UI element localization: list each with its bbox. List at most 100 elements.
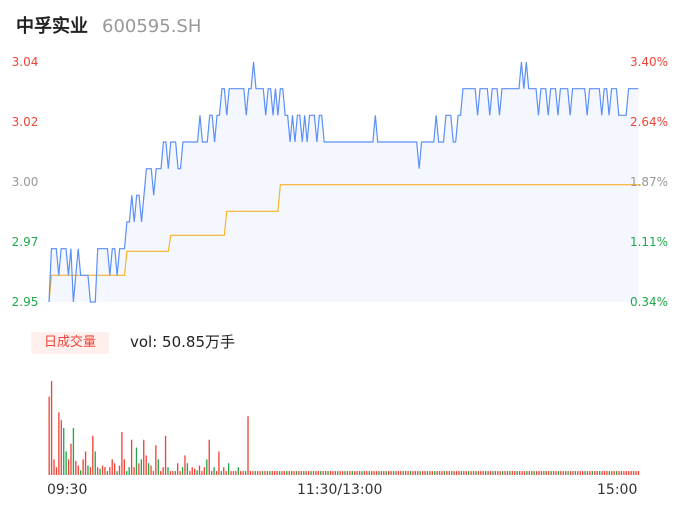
volume-bar	[252, 471, 254, 475]
volume-bar	[477, 471, 480, 475]
stock-code: 600595.SH	[102, 16, 202, 37]
volume-bar	[169, 471, 172, 475]
volume-total-label: vol: 50.85万手	[130, 333, 235, 351]
volume-bar	[60, 420, 62, 475]
volume-bar	[218, 451, 220, 475]
volume-bar	[283, 471, 286, 475]
volume-bar	[288, 471, 290, 475]
volume-bar	[434, 471, 436, 475]
volume-bar	[613, 471, 615, 475]
volume-bar	[174, 471, 176, 475]
volume-bar	[487, 471, 489, 475]
volume-bar	[264, 471, 266, 475]
volume-bar	[385, 471, 387, 475]
chart-title: 中孚实业 600595.SH	[16, 12, 201, 42]
volume-bar	[475, 471, 477, 475]
volume-bar	[223, 467, 225, 475]
volume-bar	[351, 471, 353, 475]
price-tick-label: 2.95	[11, 295, 39, 309]
volume-bar	[443, 471, 446, 475]
volume-bar	[545, 471, 547, 475]
volume-bar	[317, 471, 319, 475]
volume-bar	[164, 435, 167, 475]
volume-bar	[562, 471, 564, 475]
volume-bar	[261, 471, 264, 475]
volume-bar	[615, 471, 618, 475]
volume-bar	[531, 471, 533, 475]
volume-bar	[535, 471, 538, 475]
volume-bar	[460, 471, 463, 475]
volume-bar	[75, 460, 77, 475]
volume-bar	[167, 467, 169, 475]
volume-bar	[635, 471, 637, 475]
volume-bar	[458, 471, 460, 475]
volume-bar	[349, 471, 351, 475]
volume-bar	[116, 471, 118, 475]
volume-bar	[104, 467, 106, 475]
volume-bar	[526, 471, 528, 475]
volume-bar	[404, 471, 407, 475]
volume-bar	[371, 471, 373, 475]
volume-bar	[194, 468, 196, 475]
volume-bar	[67, 459, 70, 475]
volume-bar	[113, 463, 116, 475]
volume-bar	[55, 467, 58, 475]
volume-bar	[380, 471, 383, 475]
volume-bar	[451, 471, 453, 475]
volume-bar	[177, 463, 179, 475]
volume-bar	[346, 471, 349, 475]
volume-bar	[121, 431, 123, 475]
volume-bar	[249, 471, 252, 475]
volume-bar	[373, 471, 375, 475]
volume-bar	[133, 467, 135, 475]
volume-bar	[623, 471, 625, 475]
volume-bar	[215, 471, 218, 475]
volume-bar	[482, 471, 484, 475]
volume-bar	[523, 471, 526, 475]
volume-bar	[516, 471, 518, 475]
volume-bar	[412, 471, 414, 475]
volume-bar	[152, 471, 155, 475]
volume-bar	[143, 439, 145, 475]
volume-bar	[555, 471, 557, 475]
volume-bar	[383, 471, 385, 475]
volume-bar	[518, 471, 521, 475]
volume-bar	[50, 381, 53, 475]
volume-bar	[594, 471, 596, 475]
volume-bar	[628, 471, 630, 475]
pct-tick-label: 0.34%	[629, 295, 669, 309]
volume-bar	[596, 471, 598, 475]
volume-bar	[109, 467, 111, 475]
volume-bar	[135, 447, 138, 475]
volume-bar	[586, 471, 589, 475]
volume-bar	[497, 471, 499, 475]
volume-bar	[140, 459, 142, 475]
volume-bar	[101, 465, 104, 475]
volume-bar	[235, 471, 237, 475]
volume-bar	[470, 471, 472, 475]
volume-bar	[291, 471, 293, 475]
volume-bar	[123, 459, 125, 475]
volume-bar	[630, 471, 632, 475]
volume-bar	[298, 471, 300, 475]
volume-bar	[533, 471, 535, 475]
volume-bar	[589, 471, 591, 475]
volume-bar	[157, 459, 159, 475]
volume-bar	[181, 467, 184, 475]
volume-bar	[366, 471, 368, 475]
volume-bar	[300, 471, 303, 475]
volume-bar	[247, 416, 249, 475]
volume-bar	[552, 471, 555, 475]
volume-bar	[77, 465, 79, 475]
volume-bar	[324, 471, 327, 475]
volume-bar	[453, 471, 455, 475]
volume-bar	[201, 471, 203, 475]
volume-bar	[598, 471, 601, 475]
volume-bar	[155, 445, 157, 475]
volume-bar	[511, 471, 513, 475]
volume-bar	[126, 471, 128, 475]
pct-tick-label: 2.64%	[629, 115, 669, 129]
volume-bar	[337, 471, 339, 475]
volume-bar	[213, 467, 215, 475]
volume-bar	[150, 465, 152, 475]
